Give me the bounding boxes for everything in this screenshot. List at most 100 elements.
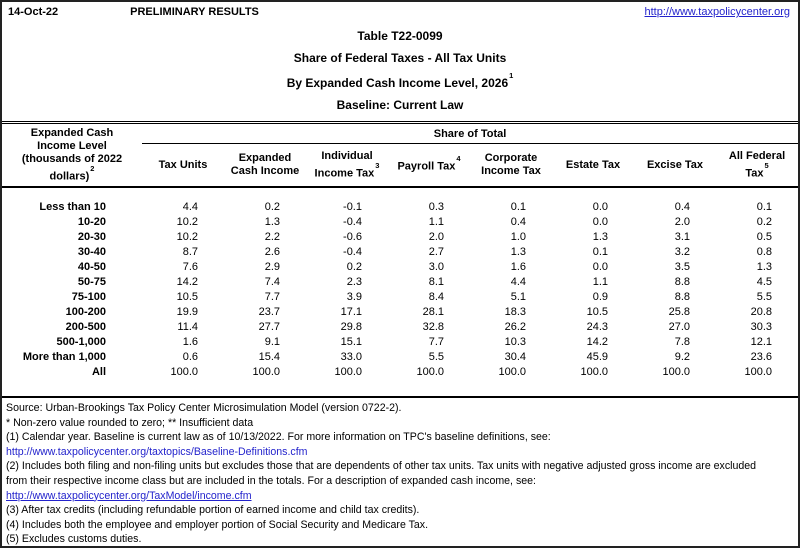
value-cell: 1.3 [510,246,526,258]
top-bar: 14-Oct-22 PRELIMINARY RESULTS http://www… [2,2,798,18]
value-cell: 0.2 [264,201,280,213]
value-cell: 100.0 [334,366,362,378]
value-cell: 1.3 [264,216,280,228]
footnote-line: * Non-zero value rounded to zero; ** Ins… [6,416,254,429]
value-cell: 1.3 [756,261,773,273]
table-row: 200-500 11.4 27.7 29.8 32.8 26.2 24.3 27.0 30.3 [2,320,798,335]
value-cell: 100.0 [252,366,280,378]
footnote-ref-4: 4 [456,154,461,164]
value-cell: 12.1 [750,336,773,348]
footnote-ref-5: 5 [764,160,769,170]
column-header: Tax Units [142,143,224,188]
table-row: More than 1,000 0.6 15.4 33.0 5.5 30.4 45.9 9.2… [2,350,798,365]
value-cell: 8.8 [674,276,690,288]
footnote-link[interactable]: http://www.taxpolicycenter.org/TaxModel/… [6,489,252,502]
value-cell: 15.4 [258,351,280,363]
value-cell: 30.3 [750,321,773,333]
income-level-label: 200-500 [65,321,106,333]
value-cell: 8.4 [428,291,444,303]
value-cell: 4.4 [182,201,198,213]
column-header: Payroll Tax4 [388,143,470,188]
value-cell: 28.1 [422,306,444,318]
value-cell: 27.7 [258,321,280,333]
value-cell: 100.0 [580,366,608,378]
value-cell: 0.1 [510,201,526,213]
value-cell: 20.8 [750,306,773,318]
value-cell: 7.4 [264,276,280,288]
value-cell: 1.3 [592,231,608,243]
table-row: Less than 10 4.4 0.2 -0.1 0.3 0.1 0.0 0.4 0.1 [2,200,798,215]
value-cell: 100.0 [416,366,444,378]
value-cell: 27.0 [668,321,690,333]
value-cell: 29.8 [340,321,362,333]
income-level-label: 75-100 [71,291,106,303]
footnote-ref-3: 3 [375,160,380,170]
column-header: Corporate Income Tax [470,143,552,188]
value-cell: 2.3 [346,276,362,288]
value-cell: -0.1 [343,201,362,213]
value-cell: 0.0 [592,261,608,273]
value-cell: 0.5 [756,231,773,243]
row-header: Expanded Cash Income Level (thousands of… [2,122,142,188]
value-cell: 0.2 [346,261,362,273]
value-cell: -0.6 [343,231,362,243]
footnote-ref-2: 2 [90,163,95,173]
value-cell: 10.5 [176,291,198,303]
value-cell: 0.4 [510,216,526,228]
value-cell: 100.0 [170,366,198,378]
date-label: 14-Oct-22 [8,6,59,18]
value-cell: 23.7 [258,306,280,318]
income-level-label: 20-30 [77,231,106,243]
table-row: 30-40 8.7 2.6 -0.4 2.7 1.3 0.1 3.2 0.8 [2,245,798,260]
value-cell: 1.1 [428,216,444,228]
value-cell: 0.9 [592,291,608,303]
value-cell: 30.4 [504,351,526,363]
title-block: Table T22-0099 Share of Federal Taxes - … [2,30,798,111]
value-cell: 24.3 [586,321,608,333]
table-row: 40-50 7.6 2.9 0.2 3.0 1.6 0.0 3.5 1.3 [2,260,798,275]
value-cell: 10.5 [586,306,608,318]
value-cell: 0.2 [756,216,773,228]
value-cell: 3.9 [346,291,362,303]
value-cell: 0.4 [674,201,690,213]
value-cell: 2.0 [674,216,690,228]
value-cell: 14.2 [176,276,198,288]
value-cell: 1.0 [510,231,526,243]
value-cell: 2.2 [264,231,280,243]
footnote-line: (1) Calendar year. Baseline is current l… [6,431,551,444]
value-cell: 33.0 [340,351,362,363]
value-cell: 7.8 [674,336,690,348]
value-cell: 3.1 [674,231,690,243]
preliminary-results-label: PRELIMINARY RESULTS [130,6,259,18]
income-level-label: 50-75 [77,276,106,288]
value-cell: 8.1 [428,276,444,288]
table-row: 75-100 10.5 7.7 3.9 8.4 5.1 0.9 8.8 5.5 [2,290,798,305]
footnote-line: from their respective income class but a… [6,474,536,487]
footnote-link[interactable]: http://www.taxpolicycenter.org/taxtopics… [6,445,308,458]
value-cell: 0.8 [756,246,773,258]
column-header: All Federal Tax5 [716,143,798,188]
value-cell: 5.5 [756,291,773,303]
value-cell: 8.8 [674,291,690,303]
value-cell: 0.1 [756,201,773,213]
value-cell: 0.1 [592,246,608,258]
value-cell: 17.1 [340,306,362,318]
spacer-row [2,187,798,200]
value-cell: 10.3 [504,336,526,348]
site-link[interactable]: http://www.taxpolicycenter.org [644,6,790,18]
value-cell: 1.6 [510,261,526,273]
baseline-title: Baseline: Current Law [336,98,464,112]
table-row: 500-1,000 1.6 9.1 15.1 7.7 10.3 14.2 7.8 12.1 [2,335,798,350]
value-cell: 2.9 [264,261,280,273]
value-cell: 10.2 [176,216,198,228]
income-level-label: All [91,366,106,378]
value-cell: 8.7 [182,246,198,258]
value-cell: 5.1 [510,291,526,303]
value-cell: 11.4 [177,321,198,333]
value-cell: 4.5 [756,276,773,288]
table-subject-title: Share of Federal Taxes - All Tax Units [293,51,507,65]
footnote-line: Source: Urban-Brookings Tax Policy Cente… [6,402,402,414]
value-cell: 2.7 [428,246,444,258]
value-cell: 23.6 [750,351,773,363]
